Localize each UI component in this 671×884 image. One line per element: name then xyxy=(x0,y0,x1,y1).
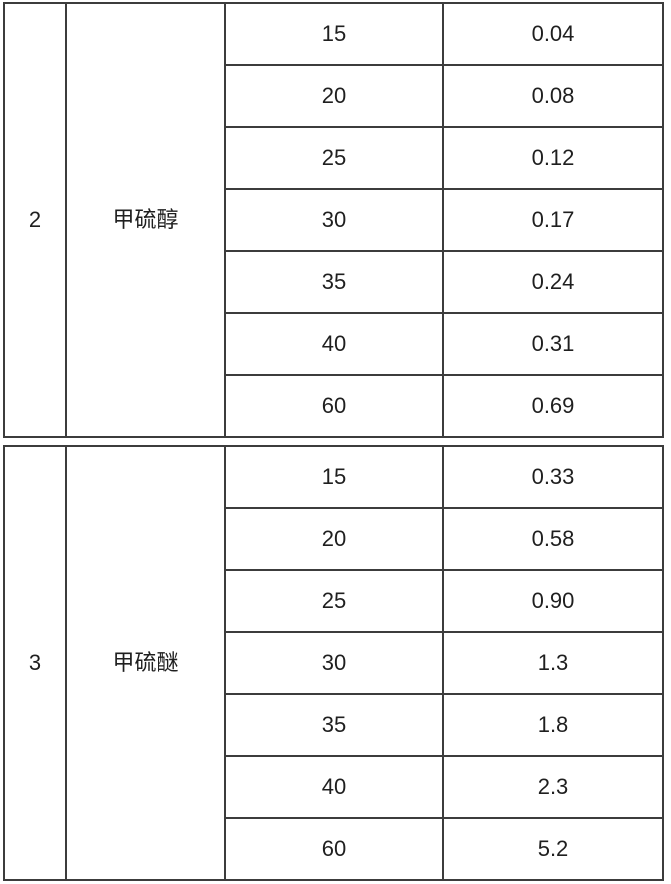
table-row: 2 甲硫醇 15 0.04 xyxy=(3,2,664,438)
value-cell: 0.31 xyxy=(442,312,664,376)
table-row: 30 1.3 xyxy=(4,631,664,695)
table-row: 30 0.17 xyxy=(4,188,664,252)
temperature-cell: 20 xyxy=(224,64,444,128)
temperature-cell: 25 xyxy=(224,126,444,190)
table-row: 40 0.31 xyxy=(4,312,664,376)
temperature-cell: 15 xyxy=(224,445,444,509)
value-cell: 2.3 xyxy=(442,755,664,819)
table-section-2: 2 甲硫醇 15 0.04 20 0.08 25 0.12 30 0.17 35… xyxy=(3,2,664,438)
value-cell: 5.2 xyxy=(442,817,664,881)
table-row: 60 5.2 xyxy=(4,817,664,881)
temperature-cell: 20 xyxy=(224,507,444,571)
table-row: 3 甲硫醚 15 0.33 xyxy=(3,445,664,881)
value-cell: 0.04 xyxy=(442,2,664,66)
value-cell: 0.69 xyxy=(442,374,664,438)
value-cell: 0.90 xyxy=(442,569,664,633)
table-section-3: 3 甲硫醚 15 0.33 20 0.58 25 0.90 30 1.3 35 … xyxy=(3,445,664,881)
temperature-cell: 30 xyxy=(224,188,444,252)
compound-cell: 甲硫醚 xyxy=(65,445,226,881)
temperature-cell: 30 xyxy=(224,631,444,695)
serial-cell: 2 xyxy=(3,2,67,438)
table-row: 40 2.3 xyxy=(4,755,664,819)
table-row: 35 0.24 xyxy=(4,250,664,314)
temperature-cell: 15 xyxy=(224,2,444,66)
table-row: 60 0.69 xyxy=(4,374,664,438)
value-cell: 0.24 xyxy=(442,250,664,314)
value-cell: 1.3 xyxy=(442,631,664,695)
value-cell: 0.08 xyxy=(442,64,664,128)
temperature-cell: 25 xyxy=(224,569,444,633)
temperature-cell: 40 xyxy=(224,312,444,376)
temperature-cell: 35 xyxy=(224,250,444,314)
table-row: 35 1.8 xyxy=(4,693,664,757)
table-row: 25 0.12 xyxy=(4,126,664,190)
value-cell: 0.58 xyxy=(442,507,664,571)
temperature-cell: 60 xyxy=(224,817,444,881)
temperature-cell: 35 xyxy=(224,693,444,757)
serial-cell: 3 xyxy=(3,445,67,881)
temperature-cell: 40 xyxy=(224,755,444,819)
temperature-cell: 60 xyxy=(224,374,444,438)
value-cell: 0.12 xyxy=(442,126,664,190)
table-row: 20 0.58 xyxy=(4,507,664,571)
value-cell: 0.17 xyxy=(442,188,664,252)
table-row: 25 0.90 xyxy=(4,569,664,633)
value-cell: 0.33 xyxy=(442,445,664,509)
compound-cell: 甲硫醇 xyxy=(65,2,226,438)
value-cell: 1.8 xyxy=(442,693,664,757)
table-row: 20 0.08 xyxy=(4,64,664,128)
